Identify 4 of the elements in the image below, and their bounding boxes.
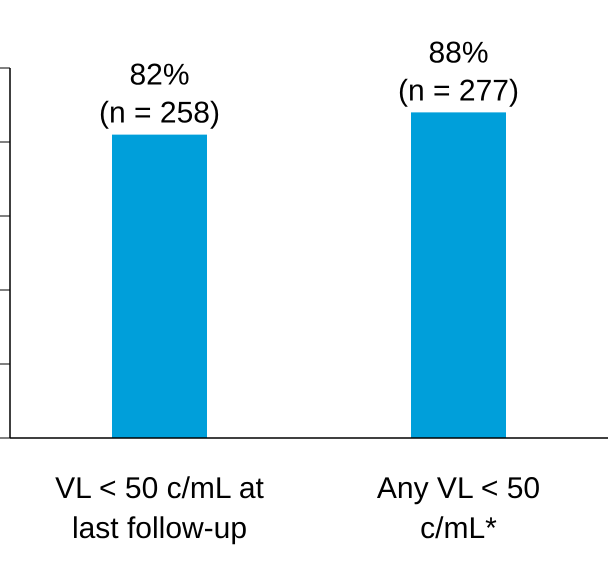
x-tick-label: VL < 50 c/mL at last follow-up <box>55 472 265 545</box>
data-label: 82% (n = 258) <box>99 58 220 130</box>
x-tick-label: Any VL < 50 c/mL* <box>376 472 540 545</box>
data-label: 88% (n = 277) <box>398 36 519 108</box>
